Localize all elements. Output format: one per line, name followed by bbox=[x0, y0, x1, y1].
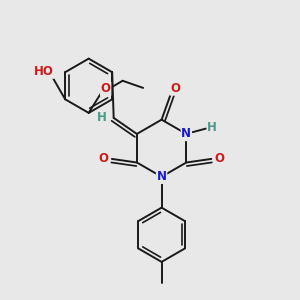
Text: O: O bbox=[98, 152, 108, 165]
Text: H: H bbox=[207, 121, 217, 134]
Text: H: H bbox=[97, 111, 107, 124]
Text: O: O bbox=[100, 82, 111, 95]
Text: HO: HO bbox=[34, 65, 54, 78]
Text: N: N bbox=[157, 170, 166, 183]
Text: N: N bbox=[181, 128, 191, 140]
Text: O: O bbox=[170, 82, 180, 95]
Text: O: O bbox=[214, 152, 224, 165]
